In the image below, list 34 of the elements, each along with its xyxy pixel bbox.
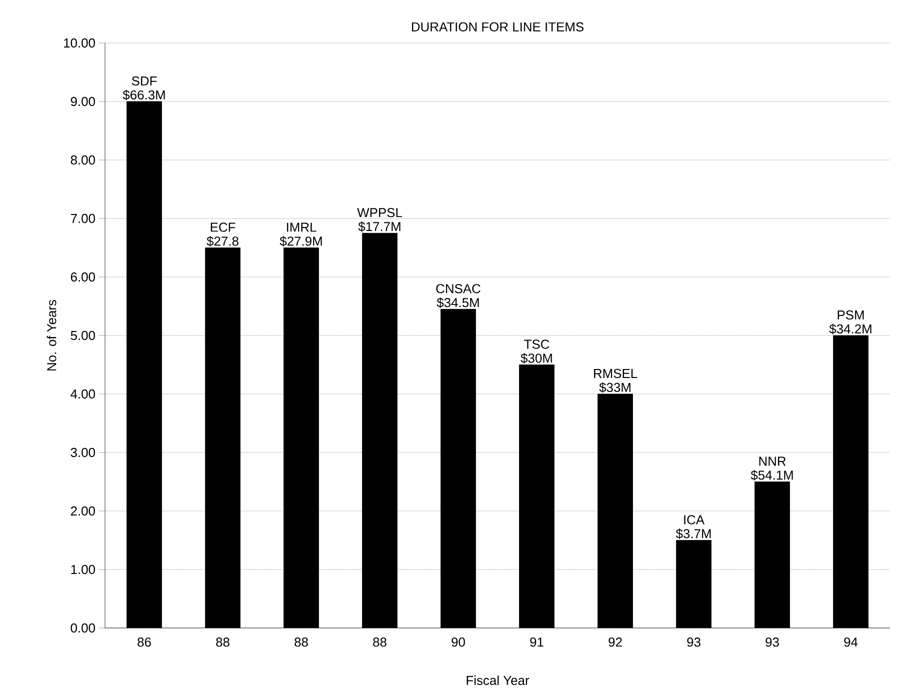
y-axis-title: No. of Years [46,300,56,370]
data-label: SDF $66.3M [122,76,165,100]
y-tick-label: 3.00 [70,448,95,458]
data-label: ECF $27.8 [206,222,238,247]
x-tick-label: 93 [687,638,700,647]
x-tick-label: 86 [138,638,151,647]
y-tick-label: 6.00 [70,272,95,282]
x-tick-label: 91 [530,638,544,647]
data-label: RMSEL $33M [594,368,638,393]
y-tick-label: 1.00 [71,564,95,574]
data-label: PSM $34.2M [829,310,872,334]
y-tick-label: 8.00 [70,155,95,165]
chart-title: DURATION FOR LINE ITEMS [412,22,584,32]
y-tick-label: 4.00 [70,389,95,399]
y-tick-label: 0.00 [70,623,95,633]
data-label: NNR $54.1M [750,456,793,481]
x-tick-label: 93 [766,638,779,647]
x-tick-label: 94 [844,638,858,647]
y-tick-label: 2.00 [70,506,95,516]
y-tick-label: 10.00 [64,38,95,48]
x-tick-label: 92 [608,638,622,647]
data-label: WPPSL $17.7M [357,208,402,232]
x-tick-label: 88 [216,638,230,647]
x-tick-label: 90 [452,638,465,647]
x-axis-title: Fiscal Year [466,676,530,686]
data-label: TSC $30M [520,340,552,364]
x-tick-label: 88 [294,638,308,647]
y-tick-label: 7.00 [70,214,95,224]
y-tick-label: 9.00 [70,96,95,106]
data-label: ICA $3.7M [676,515,711,540]
data-label: IMRL $27.9M [280,222,322,247]
x-tick-label: 88 [373,638,386,647]
data-label: CNSAC $34.5M [436,284,480,308]
y-tick-label: 5.00 [70,330,95,340]
